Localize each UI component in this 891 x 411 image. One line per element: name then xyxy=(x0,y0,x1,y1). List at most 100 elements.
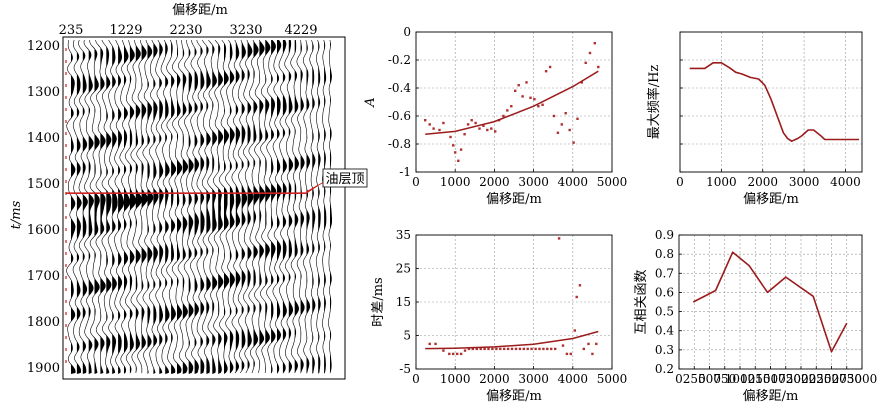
seismic-x-tick-label: 235 xyxy=(59,23,84,38)
seismic-trace-fill xyxy=(259,40,265,374)
chart-max-frequency: 0 1000 2000 3000 4000 偏移距/m 最大频率/Hz xyxy=(646,31,863,207)
plot-frame xyxy=(415,31,613,173)
seismic-trace xyxy=(284,39,294,374)
data-point xyxy=(538,347,541,351)
seismic-trace xyxy=(278,39,287,374)
data-point xyxy=(428,342,431,346)
y-tick-label: 0 xyxy=(403,25,411,39)
seismic-trace-fill xyxy=(224,40,229,374)
y-tick-label: -0.4 xyxy=(388,81,412,95)
x-tick-label: 1000 xyxy=(706,175,737,189)
seismic-trace-fill xyxy=(247,40,253,374)
data-point xyxy=(456,352,459,356)
y-tick-label: -0.2 xyxy=(388,53,411,67)
x-tick-label: 1750 xyxy=(770,372,801,386)
x-tick-label: 0 xyxy=(676,175,684,189)
data-point xyxy=(541,103,544,106)
x-tick-label: 750 xyxy=(713,372,736,386)
data-point xyxy=(478,127,481,130)
oil-top-annotation: 油层顶 xyxy=(325,172,364,187)
data-point xyxy=(506,347,510,351)
x-axis-label: 偏移距/m xyxy=(486,389,542,404)
seismic-trace-fill xyxy=(76,40,82,374)
data-point xyxy=(556,131,560,134)
x-tick-label: 250 xyxy=(683,372,706,386)
seismic-trace xyxy=(322,39,327,374)
data-point xyxy=(588,51,592,55)
seismic-trace xyxy=(290,39,300,374)
seismic-trace xyxy=(119,39,131,374)
x-tick-label: 4000 xyxy=(830,175,861,189)
seismic-trace-fill xyxy=(124,40,130,374)
data-point xyxy=(597,65,600,69)
seismic-trace xyxy=(66,39,76,374)
data-point xyxy=(502,114,505,118)
data-point xyxy=(449,135,452,139)
seismic-trace xyxy=(183,39,194,374)
data-point xyxy=(580,81,583,84)
seismic-trace-fill xyxy=(94,40,100,374)
seismic-trace xyxy=(136,39,148,374)
data-point xyxy=(457,159,460,162)
plot-frame xyxy=(679,31,863,173)
seismic-trace xyxy=(315,39,321,374)
seismic-trace xyxy=(155,39,164,374)
seismic-trace-fill xyxy=(294,40,299,374)
seismic-trace-fill xyxy=(253,40,260,374)
seismic-trace xyxy=(248,39,260,374)
seismic-trace-fill xyxy=(235,40,241,374)
data-point xyxy=(434,342,437,346)
chart-cross-correlation: 0 250500750100012501500175020002250250027… xyxy=(634,228,877,404)
data-point xyxy=(514,89,517,92)
data-point xyxy=(487,347,490,351)
seismic-trace xyxy=(272,39,282,374)
data-point xyxy=(486,128,489,132)
oil-top-callout: 油层顶 xyxy=(305,168,368,193)
y-axis-label: 最大频率/Hz xyxy=(646,65,662,140)
data-point xyxy=(517,84,520,87)
seismic-trace xyxy=(259,39,271,374)
seismic-trace xyxy=(225,39,235,374)
seismic-traces xyxy=(66,39,332,374)
seismic-trace xyxy=(237,39,248,374)
x-axis-label: 偏移距/m xyxy=(743,389,799,404)
data-point xyxy=(554,347,557,351)
x-tick-label: 2000 xyxy=(479,175,510,189)
x-tick-label: 2000 xyxy=(479,372,510,386)
seismic-trace xyxy=(78,39,88,374)
chart-time-shift: 0 1000 2000 3000 4000 5000 -5 5 15 25 35 偏移距/m 时差/ms xyxy=(371,228,627,404)
x-tick-label: 0 xyxy=(412,372,420,386)
seismic-trace xyxy=(303,39,311,374)
data-point xyxy=(503,347,506,351)
seismic-trace-fill xyxy=(306,40,310,374)
data-point xyxy=(537,105,540,108)
y-tick-label: 5 xyxy=(403,329,411,343)
data-point xyxy=(463,133,466,136)
trend-line xyxy=(425,70,599,135)
data-point xyxy=(475,347,478,351)
data-point xyxy=(584,61,587,64)
x-tick-label: 2000 xyxy=(786,372,817,386)
data-point xyxy=(552,114,556,118)
data-point xyxy=(495,347,498,351)
seismic-trace xyxy=(201,39,211,374)
seismic-trace xyxy=(166,39,177,374)
x-tick-label: 5000 xyxy=(597,175,628,189)
seismic-trace xyxy=(130,40,143,374)
seismic-y-tick-label: 1600 xyxy=(27,223,60,238)
data-point xyxy=(530,347,533,351)
data-point xyxy=(490,127,493,130)
data-point xyxy=(548,65,552,69)
seismic-y-tick-label: 1500 xyxy=(27,177,60,192)
y-tick-label: 15 xyxy=(396,295,411,309)
seismic-trace xyxy=(266,39,277,374)
y-tick-label: 0.8 xyxy=(655,247,674,261)
seismic-trace xyxy=(309,39,316,374)
plot-frame xyxy=(678,234,863,370)
x-tick-label: 2250 xyxy=(801,372,832,386)
plot-area xyxy=(416,32,612,172)
seismic-trace-fill xyxy=(100,40,106,374)
data-point xyxy=(546,347,549,351)
data-point xyxy=(474,121,477,125)
data-point xyxy=(560,123,563,126)
